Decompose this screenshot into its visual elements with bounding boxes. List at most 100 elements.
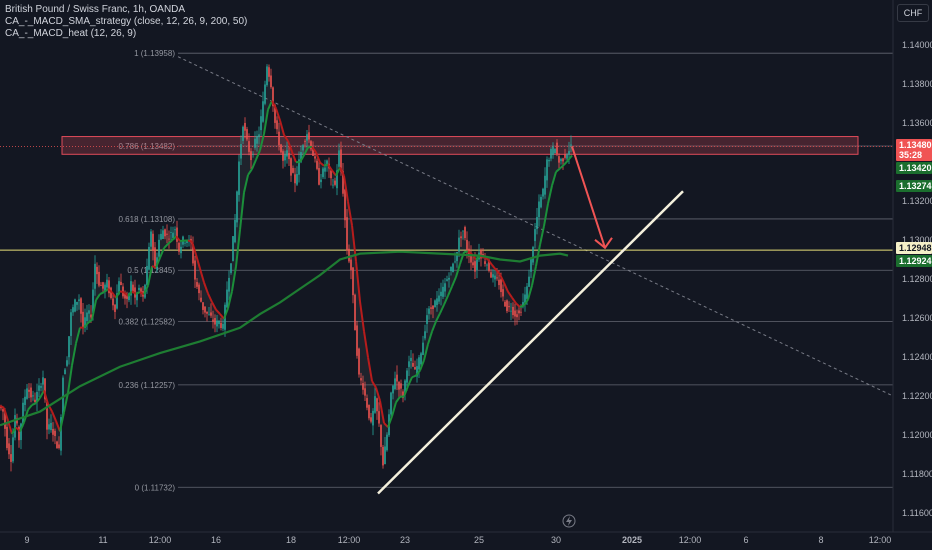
indicator-macd-heat[interactable]: CA_-_MACD_heat (12, 26, 9) xyxy=(5,28,137,39)
candle-body xyxy=(476,259,478,271)
candle-body xyxy=(542,188,544,197)
candle-body xyxy=(256,136,258,144)
candle-body xyxy=(52,428,54,435)
candle-body xyxy=(276,120,278,130)
candle-body xyxy=(150,231,152,247)
candle-body xyxy=(270,75,272,88)
fib-level-label: 0.786 (1.13482) xyxy=(119,142,176,151)
candle-body xyxy=(32,395,34,397)
candle-body xyxy=(342,171,344,194)
price-tag-value: 1.13420 xyxy=(899,163,932,173)
time-tick-label: 11 xyxy=(98,535,107,545)
candle-body xyxy=(558,156,560,163)
price-tick-label: 1.12400 xyxy=(902,352,932,362)
ema-fast-segment xyxy=(527,285,533,300)
ema-fast-segment xyxy=(131,290,137,295)
candle-body xyxy=(382,446,384,466)
time-axis[interactable]: 9 11 12:00 16 18 12:00 23 25 30 2025 12:00 6 8 12:00 xyxy=(0,531,932,545)
replay-icon[interactable] xyxy=(562,514,576,528)
ema-fast-segment xyxy=(43,390,49,405)
candle-body xyxy=(294,174,296,184)
candle-body xyxy=(402,391,404,399)
ema-fast-segment xyxy=(63,392,69,413)
projection-arrow-shaft xyxy=(571,146,606,249)
price-tag-countdown: 35:28 xyxy=(899,150,922,160)
candle-body xyxy=(240,144,242,159)
candle-body xyxy=(226,289,228,308)
ema-fast-segment xyxy=(311,146,317,153)
candle-body xyxy=(540,196,542,208)
annotations[interactable] xyxy=(377,146,684,495)
ema-fast-segment xyxy=(59,411,65,432)
candle-body xyxy=(358,348,360,375)
candle-body xyxy=(550,149,552,159)
candle-body xyxy=(120,281,122,286)
candle-body xyxy=(64,369,66,375)
candle-body xyxy=(56,441,58,449)
ema-fast-segment xyxy=(299,154,305,163)
candle-body xyxy=(280,144,282,153)
candle-body xyxy=(84,317,86,329)
candle-body xyxy=(360,378,362,381)
time-tick-label: 12:00 xyxy=(149,535,172,545)
currency-button[interactable]: CHF xyxy=(897,4,929,22)
ema-fast-segment xyxy=(35,397,41,404)
candle-body xyxy=(486,264,488,266)
candle-body xyxy=(244,122,246,131)
price-tag-value: 1.13480 xyxy=(899,140,932,150)
candle-body xyxy=(340,149,342,172)
ema-fast-segment xyxy=(27,404,33,411)
price-tick-label: 1.11800 xyxy=(902,469,932,479)
ema-fast-segment xyxy=(75,327,81,344)
candle-body xyxy=(50,422,52,431)
ema-fast-segment xyxy=(543,203,549,227)
candle-body xyxy=(268,67,270,77)
resistance-zone[interactable] xyxy=(0,136,893,155)
ema-fast-segment xyxy=(507,291,513,299)
ema-fast-segment xyxy=(143,285,149,295)
ema-fast-segment xyxy=(3,407,9,422)
ema-fast-segment xyxy=(439,304,445,314)
candle-body xyxy=(376,398,378,412)
ema-fast-segment xyxy=(99,291,105,295)
candle-body xyxy=(206,311,208,314)
heat-fill-segment xyxy=(240,123,244,230)
symbol-title[interactable]: British Pound / Swiss Franc, 1h, OANDA xyxy=(5,4,186,15)
candle-body xyxy=(202,302,204,310)
candle-body xyxy=(374,396,376,413)
ema-fast-segment xyxy=(327,163,333,171)
ema-fast-segment xyxy=(431,320,437,332)
candle-body xyxy=(272,87,274,107)
price-axis[interactable]: 1.14000 1.13800 1.13600 1.13200 1.13000 1.128… xyxy=(892,0,932,532)
candle-body xyxy=(436,298,438,305)
candle-body xyxy=(416,366,418,377)
candle-body xyxy=(500,279,502,293)
fib-level-label: 0.618 (1.13108) xyxy=(119,215,176,224)
ema-fast-segment xyxy=(51,411,57,422)
candle-body xyxy=(148,246,150,270)
candle-body xyxy=(200,297,202,302)
ema-fast-segment xyxy=(291,151,297,163)
ema-fast-segment xyxy=(427,331,433,345)
candle-body xyxy=(126,295,128,299)
ema-fast-segment xyxy=(267,100,273,111)
ema-fast-segment xyxy=(423,343,429,361)
candle-body xyxy=(336,170,338,189)
candle-body xyxy=(530,257,532,272)
candle-body xyxy=(166,233,168,235)
price-tick-label: 1.12600 xyxy=(902,313,932,323)
candle-body xyxy=(112,298,114,306)
ema-fast-segment xyxy=(163,243,169,249)
candle-body xyxy=(80,298,82,314)
heat-fill-segment xyxy=(72,302,76,366)
indicator-macd-sma-strategy[interactable]: CA_-_MACD_SMA_strategy (close, 12, 26, 9… xyxy=(5,16,248,27)
ema-fast-segment xyxy=(495,269,501,276)
ema-fast-segment xyxy=(263,109,269,135)
candle-body xyxy=(262,101,264,122)
candle-body xyxy=(524,294,526,303)
candle-body xyxy=(316,160,318,169)
candle-body xyxy=(348,248,350,262)
candle-body xyxy=(384,446,386,465)
